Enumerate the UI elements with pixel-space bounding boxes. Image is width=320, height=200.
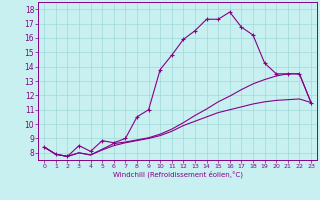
X-axis label: Windchill (Refroidissement éolien,°C): Windchill (Refroidissement éolien,°C)	[113, 171, 243, 178]
